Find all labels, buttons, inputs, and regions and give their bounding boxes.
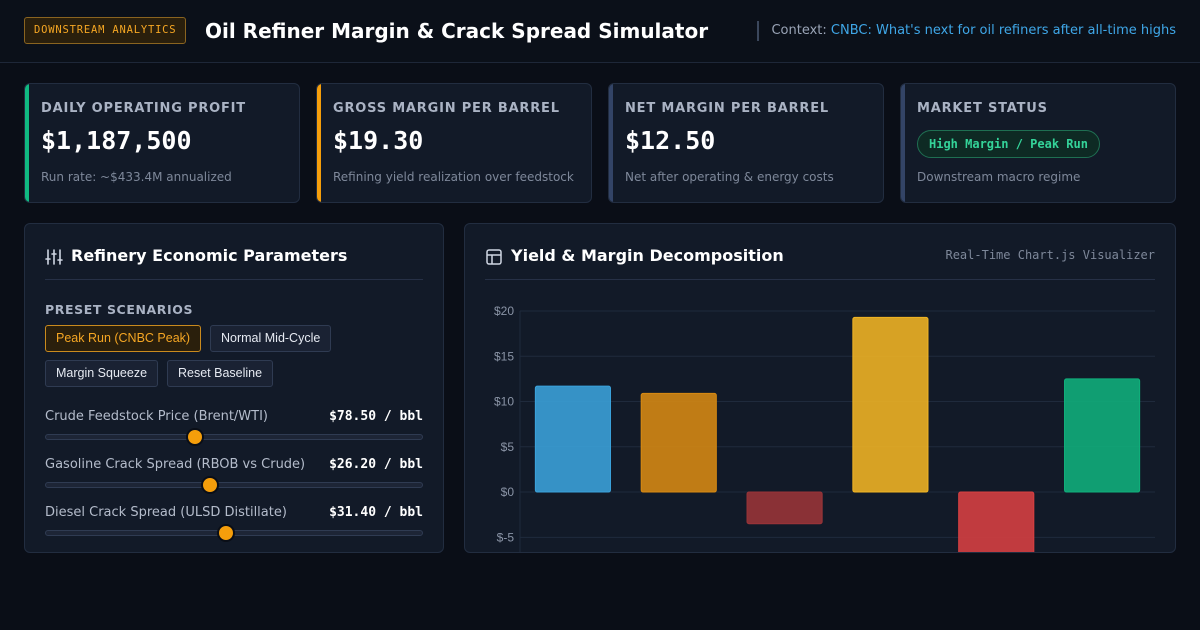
slider-thumb[interactable] — [201, 476, 220, 494]
app-title: Oil Refiner Margin & Crack Spread Simula… — [205, 19, 709, 43]
y-tick-label: $10 — [494, 395, 514, 409]
kpi-card-net-margin: NET MARGIN PER BARREL $12.50 Net after o… — [608, 83, 884, 203]
chart-engine-tag: Real-Time Chart.js Visualizer — [945, 248, 1155, 262]
crude-price-value: $78.50 / bbl — [329, 409, 423, 424]
y-tick-label: $15 — [494, 349, 514, 363]
margin-bar-chart: $20 $15 $10 $5 $0 $-5 — [494, 304, 1155, 552]
panel-title: Refinery Economic Parameters — [71, 246, 348, 265]
parameters-panel: Refinery Economic Parameters PRESET SCEN… — [24, 223, 444, 553]
panel-header: Refinery Economic Parameters — [45, 224, 423, 280]
y-tick-label: $0 — [501, 485, 515, 499]
kpi-value: $19.30 — [333, 126, 424, 155]
context-note: Context: CNBC: What's next for oil refin… — [757, 21, 1176, 41]
brand-badge: DOWNSTREAM ANALYTICS — [24, 17, 187, 44]
panel-header: Yield & Margin Decomposition Real-Time C… — [485, 224, 1155, 280]
y-tick-label: $20 — [494, 304, 514, 318]
bar — [640, 392, 717, 493]
kpi-subtext: Refining yield realization over feedstoc… — [333, 170, 574, 184]
card-accent — [25, 84, 29, 202]
presets-label: PRESET SCENARIOS — [45, 302, 194, 317]
chart-panel: $20 $15 $10 $5 $0 $-5 Yield & Margin Decompos… — [464, 223, 1176, 553]
y-tick-label: $-5 — [497, 530, 515, 544]
context-link[interactable]: CNBC: What's next for oil refiners after… — [830, 23, 1176, 38]
preset-reset-baseline-button[interactable]: Reset Baseline — [167, 360, 274, 387]
kpi-subtext: Downstream macro regime — [917, 170, 1081, 184]
status-badge: High Margin / Peak Run — [917, 130, 1100, 158]
bar — [746, 491, 823, 525]
gasoline-crack-label: Gasoline Crack Spread (RBOB vs Crude) — [45, 457, 306, 472]
diesel-crack-slider[interactable] — [45, 524, 423, 542]
slider-thumb[interactable] — [217, 524, 236, 542]
bar — [1064, 378, 1141, 493]
card-accent — [609, 84, 613, 202]
bar — [958, 491, 1035, 552]
diesel-crack-value: $31.40 / bbl — [329, 505, 423, 520]
kpi-label: GROSS MARGIN PER BARREL — [333, 101, 560, 116]
gasoline-crack-value: $26.20 / bbl — [329, 457, 423, 472]
card-accent — [317, 84, 321, 202]
top-bar: DOWNSTREAM ANALYTICS Oil Refiner Margin … — [0, 0, 1200, 63]
preset-normal-mid-cycle-button[interactable]: Normal Mid-Cycle — [210, 325, 332, 352]
kpi-subtext: Net after operating & energy costs — [625, 170, 834, 184]
crude-price-label: Crude Feedstock Price (Brent/WTI) — [45, 409, 268, 424]
preset-margin-squeeze-button[interactable]: Margin Squeeze — [45, 360, 159, 387]
bar — [852, 316, 929, 493]
context-prefix: Context: — [771, 23, 827, 38]
kpi-card-gross-margin: GROSS MARGIN PER BARREL $19.30 Refining … — [316, 83, 592, 203]
bar — [534, 385, 611, 493]
card-accent — [901, 84, 905, 202]
kpi-value: $12.50 — [625, 126, 716, 155]
chart-layout-icon — [486, 249, 502, 265]
kpi-label: DAILY OPERATING PROFIT — [41, 101, 246, 116]
kpi-label: NET MARGIN PER BARREL — [625, 101, 829, 116]
kpi-subtext: Run rate: ~$433.4M annualized — [41, 170, 232, 184]
kpi-label: MARKET STATUS — [917, 101, 1048, 116]
gasoline-crack-slider[interactable] — [45, 476, 423, 494]
panel-title: Yield & Margin Decomposition — [511, 246, 784, 265]
kpi-value: $1,187,500 — [41, 126, 192, 155]
sliders-icon — [45, 249, 63, 265]
kpi-card-daily-profit: DAILY OPERATING PROFIT $1,187,500 Run ra… — [24, 83, 300, 203]
slider-thumb[interactable] — [185, 428, 204, 446]
preset-peak-run-button[interactable]: Peak Run (CNBC Peak) — [45, 325, 202, 352]
crude-price-slider[interactable] — [45, 428, 423, 446]
y-tick-label: $5 — [501, 440, 515, 454]
diesel-crack-label: Diesel Crack Spread (ULSD Distillate) — [45, 505, 287, 520]
kpi-card-market-status: MARKET STATUS High Margin / Peak Run Dow… — [900, 83, 1176, 203]
